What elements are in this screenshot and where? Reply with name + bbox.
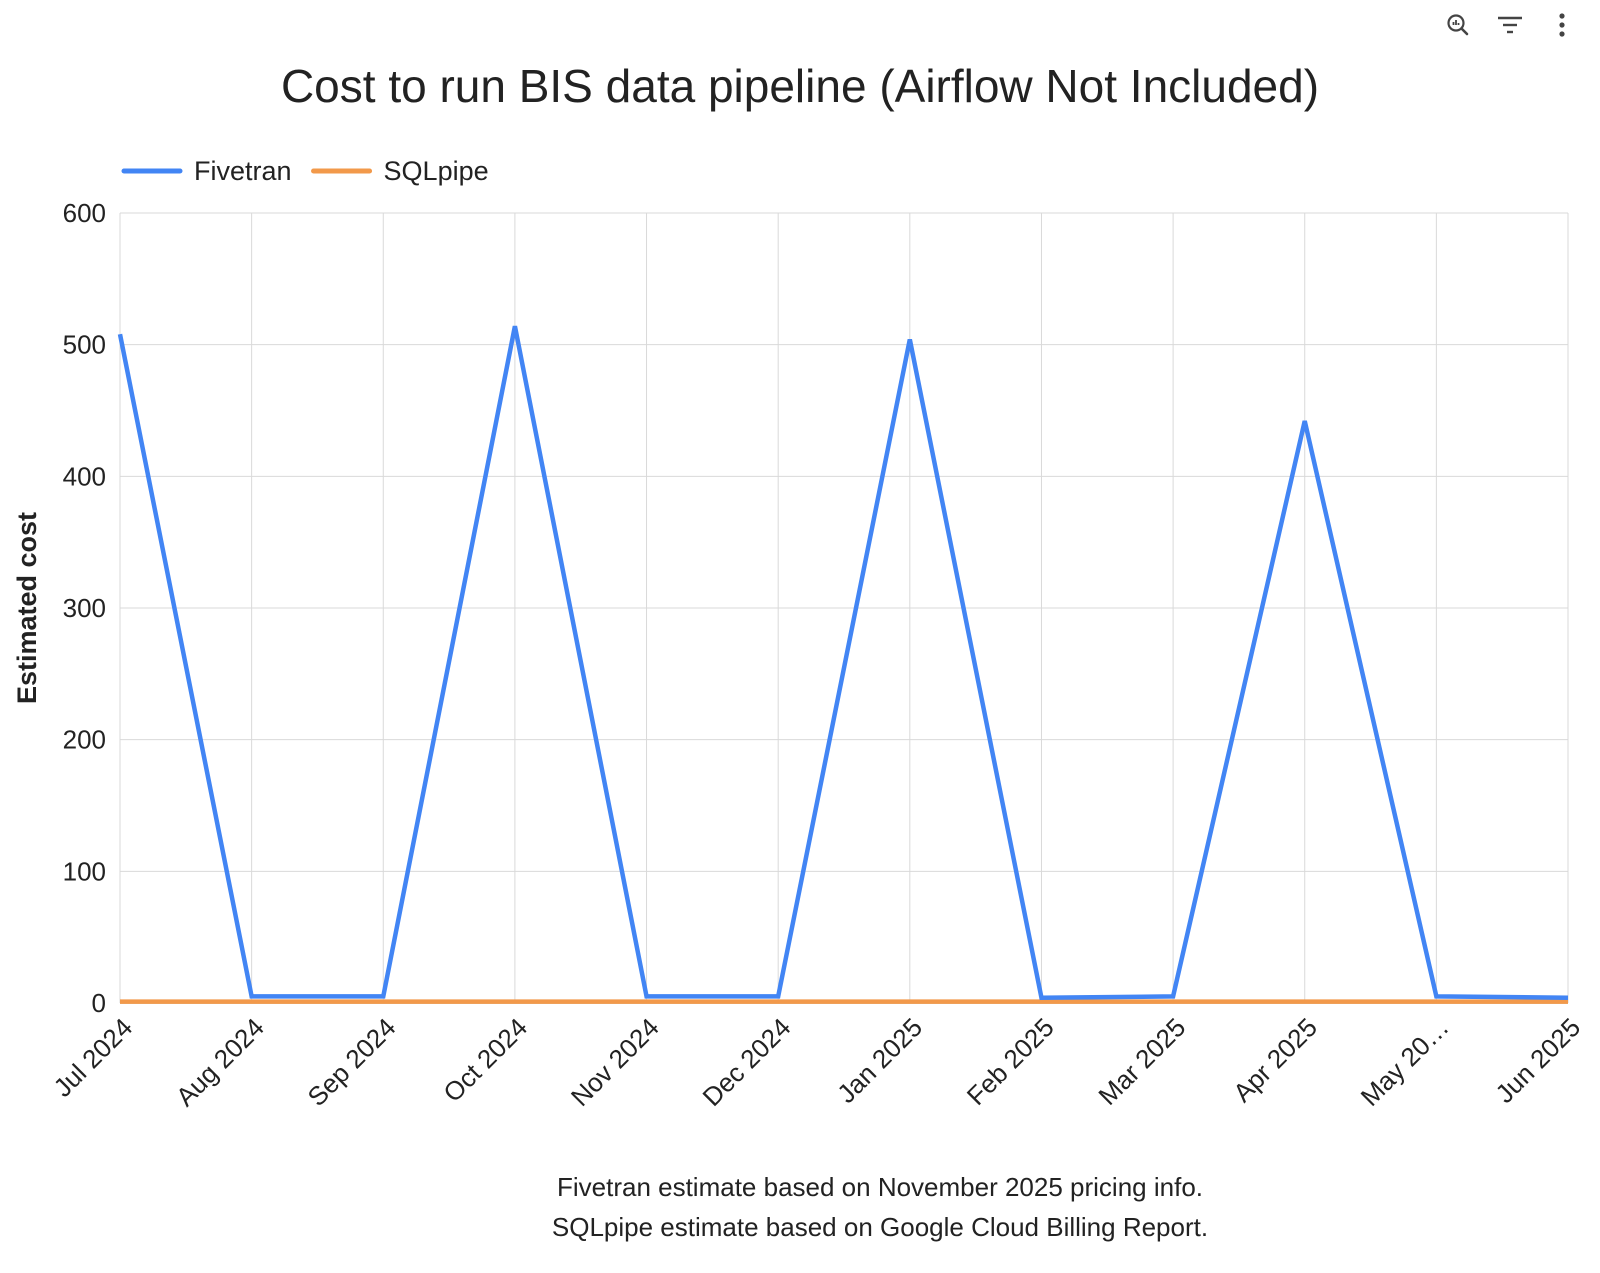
x-tick-label: Mar 2025 xyxy=(1092,1012,1191,1111)
y-tick-label: 300 xyxy=(63,593,106,623)
y-axis-title: Estimated cost xyxy=(12,512,42,704)
x-tick-label: Dec 2024 xyxy=(697,1012,797,1112)
y-axis-ticks: 0 100 200 300 400 500 600 xyxy=(63,198,106,1018)
y-tick-label: 500 xyxy=(63,330,106,360)
y-tick-label: 400 xyxy=(63,461,106,491)
x-tick-label: Feb 2025 xyxy=(961,1012,1060,1111)
x-tick-label: Jul 2024 xyxy=(48,1012,139,1103)
chart-explore-icon[interactable] xyxy=(1432,8,1484,42)
x-tick-label: Sep 2024 xyxy=(302,1012,402,1112)
x-tick-label: Jun 2025 xyxy=(1489,1012,1586,1109)
chart-note: SQLpipe estimate based on Google Cloud B… xyxy=(552,1212,1208,1242)
x-tick-label: May 20… xyxy=(1355,1012,1455,1112)
filter-icon[interactable] xyxy=(1484,8,1536,42)
x-tick-label: Apr 2025 xyxy=(1227,1012,1323,1108)
y-tick-label: 200 xyxy=(63,725,106,755)
legend-label-fivetran: Fivetran xyxy=(194,156,292,186)
series-line-fivetran xyxy=(117,325,1569,1001)
chart-title: Cost to run BIS data pipeline (Airflow N… xyxy=(281,60,1319,112)
more-vert-icon[interactable] xyxy=(1536,8,1588,42)
legend-label-sqlpipe: SQLpipe xyxy=(384,156,489,186)
series-lines xyxy=(117,325,1569,1004)
x-tick-label: Aug 2024 xyxy=(170,1012,270,1112)
y-tick-label: 100 xyxy=(63,856,106,886)
chart-note: Fivetran estimate based on November 2025… xyxy=(557,1172,1203,1202)
y-tick-label: 0 xyxy=(92,988,106,1018)
chart-toolbar xyxy=(1432,8,1588,42)
x-tick-label: Nov 2024 xyxy=(565,1012,665,1112)
x-axis-ticks: Jul 2024 Aug 2024 Sep 2024 Oct 2024 Nov 2024… xyxy=(48,1012,1587,1112)
chart-legend: Fivetran SQLpipe xyxy=(121,156,489,186)
x-tick-label: Oct 2024 xyxy=(437,1012,533,1108)
gridlines xyxy=(119,212,1569,1004)
y-tick-label: 600 xyxy=(63,198,106,228)
x-tick-label: Jan 2025 xyxy=(831,1012,928,1109)
chart-notes: Fivetran estimate based on November 2025… xyxy=(552,1172,1208,1242)
